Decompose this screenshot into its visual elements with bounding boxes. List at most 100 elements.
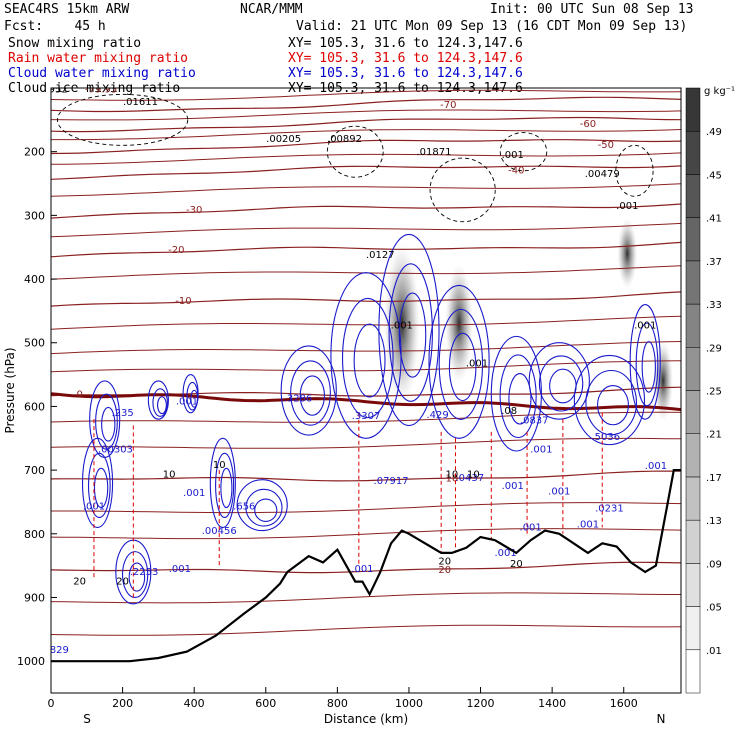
isotherm-line: [51, 165, 681, 180]
maximum-label: .001: [548, 486, 570, 497]
x-tick-label: 1400: [538, 697, 566, 710]
cloud-ice-contour: [499, 132, 548, 172]
colorbar-level-label: .13: [706, 516, 722, 527]
cloud-water-contour: [538, 355, 584, 412]
maximum-label: .001: [466, 358, 488, 369]
isotherm-label: -10: [175, 296, 191, 307]
y-tick-label: 400: [24, 273, 45, 286]
valid-time: Valid: 21 UTC Mon 09 Sep 13 (16 CDT Mon …: [296, 19, 688, 34]
maximum-label: .2253: [130, 567, 159, 578]
maximum-label: 10: [163, 470, 176, 481]
maximum-label: .001: [520, 523, 542, 534]
cloud-water-contour: [378, 233, 440, 427]
colorbar-level-label: .37: [706, 257, 722, 268]
colorbar-swatch: [685, 563, 701, 607]
isotherm-label: -40: [508, 166, 524, 177]
maximum-label: .001: [169, 564, 191, 575]
y-tick-label: 500: [24, 337, 45, 350]
maximum-label: .00456: [202, 526, 237, 537]
y-tick-label: 1000: [17, 655, 45, 668]
isotherm-line: [51, 222, 681, 238]
maximum-label: .00479: [585, 169, 620, 180]
cloud-water-contour: [641, 341, 656, 393]
maximum-label: .5036: [592, 432, 621, 443]
field-rain-name: Rain water mixing ratio: [8, 51, 189, 66]
cloud-water-contour: [190, 389, 199, 408]
model-name: SEAC4RS 15km ARW: [4, 2, 130, 17]
colorbar-level-label: .21: [706, 430, 722, 441]
isotherm-line: [51, 116, 681, 133]
colorbar-swatch: [685, 347, 701, 391]
isotherm-line: [51, 624, 681, 636]
cloud-water-contour: [528, 342, 590, 420]
isotherm-label: 20: [438, 565, 451, 576]
colorbar-level-label: .25: [706, 387, 722, 398]
cloud-ice-contour: [56, 93, 189, 146]
endpoint-north: N: [657, 712, 666, 726]
cloud-water-contour: [95, 393, 118, 450]
y-tick-label: 800: [24, 528, 45, 541]
isotherm-line: [51, 437, 681, 449]
plot-frame: [50, 87, 682, 694]
cloud-water-contour: [585, 369, 638, 436]
cloud-water-contour: [388, 263, 433, 402]
colorbar-swatch: [685, 390, 701, 434]
maximum-label: .235: [111, 408, 133, 419]
endpoint-south: S: [83, 712, 91, 726]
isotherm-line: [51, 528, 681, 540]
isotherm-label: 10: [446, 474, 459, 485]
colorbar-swatch: [685, 476, 701, 521]
init-time: Init: 00 UTC Sun 08 Sep 13: [490, 2, 694, 17]
maximum-label: .001: [645, 461, 667, 472]
x-tick-label: 600: [255, 697, 276, 710]
maximum-label: 952: [49, 84, 68, 95]
snow-shading: [445, 263, 474, 384]
cloud-water-contour: [87, 452, 111, 519]
isotherm-line: [51, 129, 681, 141]
cloud-water-contour: [573, 354, 646, 446]
cloud-water-contour: [101, 406, 116, 442]
x-tick-label: 1200: [467, 697, 495, 710]
x-axis-label: Distance (km): [324, 712, 408, 726]
cloud-water-contour: [428, 284, 490, 439]
cloud-water-contour: [220, 467, 233, 509]
maximum-label: .3307: [352, 411, 381, 422]
field-cloudwater-name: Cloud water mixing ratio: [8, 66, 196, 81]
cloud-water-contour: [81, 437, 114, 528]
cloud-water-contour: [353, 323, 386, 398]
isotherm-label: -50: [598, 140, 614, 151]
isotherm-line: [51, 241, 681, 258]
y-tick-label: 600: [24, 400, 45, 413]
x-tick-label: 1000: [395, 697, 423, 710]
maximum-label: .001: [634, 321, 656, 332]
cloud-water-contour: [215, 452, 235, 519]
isotherm-line: [51, 183, 681, 197]
cloud-water-contour: [280, 345, 337, 436]
maximum-label: 10: [213, 460, 226, 471]
x-tick-label: 400: [184, 697, 205, 710]
maximum-label: .001: [183, 488, 205, 499]
maximum-label: .00205: [266, 134, 301, 145]
colorbar-unit: g kg⁻¹: [704, 86, 735, 97]
isotherm-line: [51, 592, 681, 604]
cloud-water-contour: [147, 380, 169, 420]
maximum-label: .0837: [520, 416, 549, 427]
colorbar-level-label: .29: [706, 343, 722, 354]
colorbar-level-label: .45: [706, 170, 722, 181]
x-tick-label: 1600: [610, 697, 638, 710]
cloud-water-contour: [597, 384, 629, 426]
cloud-water-contour: [254, 498, 278, 522]
colorbar-swatch: [685, 130, 701, 175]
maximum-label: .0127: [366, 250, 395, 261]
x-tick-label: 0: [48, 697, 55, 710]
maximum-label: 10: [446, 470, 459, 481]
field-snow-name: Snow mixing ratio: [8, 36, 142, 51]
cloud-ice-contour: [615, 144, 654, 197]
freezing-level-line: [51, 392, 681, 412]
maximum-label: .00303: [98, 444, 133, 455]
maximum-label: .00892: [327, 134, 362, 145]
colorbar-swatch: [685, 303, 701, 348]
maximum-label: .01611: [123, 97, 158, 108]
snow-shading: [617, 218, 638, 289]
